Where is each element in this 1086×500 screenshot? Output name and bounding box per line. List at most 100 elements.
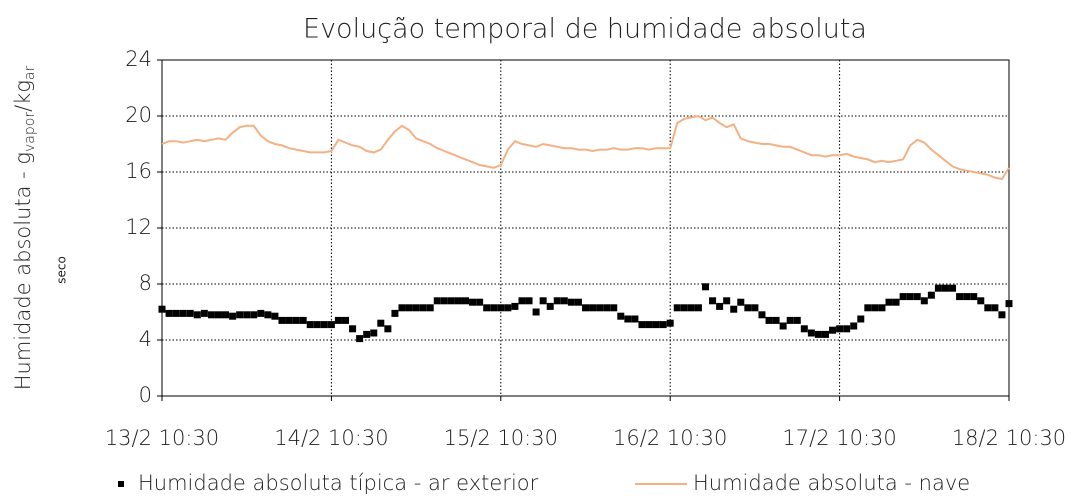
marker [610, 304, 618, 312]
marker [349, 325, 357, 333]
marker [934, 284, 942, 292]
marker [617, 312, 625, 320]
marker [490, 304, 498, 312]
marker [222, 311, 230, 319]
marker [977, 297, 985, 305]
marker [659, 321, 667, 329]
marker [377, 319, 385, 327]
marker [793, 316, 801, 324]
marker [384, 325, 392, 333]
marker [306, 321, 314, 329]
marker [730, 305, 738, 313]
marker [652, 321, 660, 329]
y-tick-label: 12 [125, 215, 152, 239]
marker [814, 330, 822, 338]
marker [257, 309, 265, 317]
marker [885, 298, 893, 306]
marker [906, 293, 914, 301]
plot-frame [161, 59, 1010, 397]
marker [596, 304, 604, 312]
y-tick-label: 0 [139, 383, 152, 407]
marker [645, 321, 653, 329]
marker [391, 309, 399, 317]
marker [603, 304, 611, 312]
x-tick-label: 16/2 10:30 [613, 426, 727, 450]
marker [186, 309, 194, 317]
marker [476, 298, 484, 306]
marker [920, 297, 928, 305]
legend-label: Humidade absoluta - nave [693, 471, 970, 495]
marker [892, 298, 900, 306]
marker [772, 316, 780, 324]
marker [518, 297, 526, 305]
legend-marker [118, 481, 124, 487]
marker [334, 316, 342, 324]
marker [179, 309, 187, 317]
marker [229, 312, 237, 320]
marker [546, 302, 554, 310]
marker [236, 311, 244, 319]
marker [709, 297, 717, 305]
marker [264, 311, 272, 319]
marker [864, 304, 872, 312]
y-label-main: Humidade absoluta - g [11, 152, 35, 390]
y-tick-label: 4 [139, 327, 152, 351]
y-label-sub: vapor [22, 112, 38, 152]
y-label-extra: seco [55, 256, 69, 284]
marker [899, 293, 907, 301]
marker [250, 311, 258, 319]
marker [666, 319, 674, 327]
marker [624, 315, 632, 323]
x-tick-label: 18/2 10:30 [952, 426, 1066, 450]
marker [998, 311, 1006, 319]
marker [941, 284, 949, 292]
marker [285, 316, 293, 324]
marker [737, 298, 745, 306]
y-axis-label: Humidade absoluta - gvapor/kgar [11, 65, 38, 390]
marker [193, 311, 201, 319]
marker [673, 304, 681, 312]
marker [680, 304, 688, 312]
marker [539, 297, 547, 305]
chart-title: Evolução temporal de humidade absoluta [303, 14, 867, 45]
marker [807, 329, 815, 337]
marker [567, 298, 575, 306]
marker [956, 293, 964, 301]
marker [342, 316, 350, 324]
marker [412, 304, 420, 312]
marker [532, 308, 540, 316]
marker [751, 304, 759, 312]
marker [913, 293, 921, 301]
marker [758, 311, 766, 319]
marker [843, 325, 851, 333]
marker [765, 316, 773, 324]
marker [716, 302, 724, 310]
marker [638, 321, 646, 329]
marker [363, 330, 371, 338]
marker [158, 305, 166, 313]
marker [786, 316, 794, 324]
marker [483, 304, 491, 312]
marker [398, 304, 406, 312]
marker [871, 304, 879, 312]
marker [574, 298, 582, 306]
marker [511, 302, 519, 310]
marker [243, 311, 251, 319]
marker [821, 330, 829, 338]
marker [525, 297, 533, 305]
marker [214, 311, 222, 319]
marker [426, 304, 434, 312]
x-tick-label: 14/2 10:30 [274, 426, 388, 450]
marker [991, 304, 999, 312]
marker [779, 322, 787, 330]
marker [949, 284, 957, 292]
marker [878, 304, 886, 312]
line [161, 114, 1010, 181]
marker [207, 311, 215, 319]
marker [857, 315, 865, 323]
marker [723, 297, 731, 305]
marker [469, 298, 477, 306]
marker [299, 316, 307, 324]
y-tick-label: 16 [125, 159, 152, 183]
marker [419, 304, 427, 312]
